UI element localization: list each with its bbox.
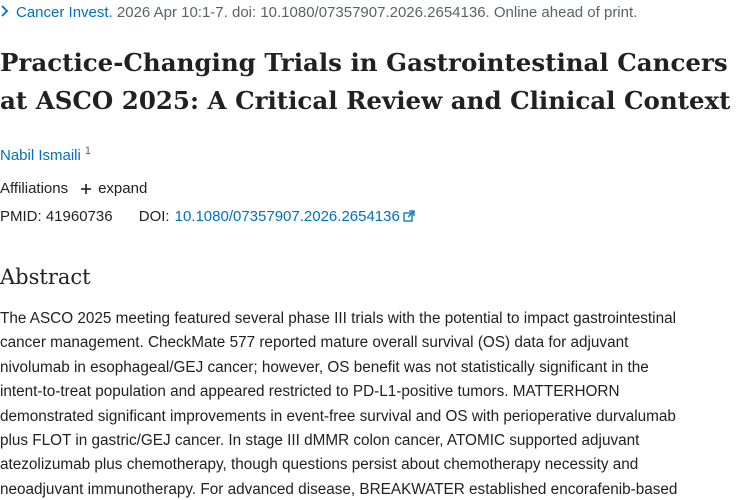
affiliations-label: Affiliations (0, 180, 69, 197)
external-link-icon (403, 208, 415, 228)
abstract-line: demonstrated significant improvements in… (0, 407, 676, 425)
doi-link[interactable]: 10.1080/07357907.2026.2654136 (175, 208, 415, 225)
doi-value: 10.1080/07357907.2026.2654136 (174, 208, 400, 225)
expand-label: expand (98, 180, 148, 197)
identifiers-row: PMID: 41960736 DOI: 10.1080/07357907.2026… (0, 207, 415, 228)
pmid-label: PMID: (0, 208, 42, 225)
journal-link[interactable]: Cancer Invest. (16, 4, 113, 21)
abstract-heading: Abstract (0, 265, 91, 289)
abstract-line: The ASCO 2025 meeting featured several p… (0, 310, 676, 327)
authors-list: Nabil Ismaili 1 (0, 141, 91, 166)
pmid-value: 41960736 (45, 208, 113, 225)
affiliations-expand-button[interactable]: expand (80, 179, 147, 199)
abstract-text: The ASCO 2025 meeting featured several p… (0, 307, 748, 500)
abstract-line: intent-to-treat population and appeared … (0, 383, 620, 401)
chevron-right-icon[interactable] (0, 3, 14, 23)
citation-details: 2026 Apr 10:1-7. doi: 10.1080/07357907.2… (116, 4, 638, 21)
doi-label: DOI: (138, 208, 170, 225)
abstract-line: atezolizumab plus chemotherapy, though q… (0, 456, 639, 474)
author-link[interactable]: Nabil Ismaili (0, 147, 81, 164)
abstract-line: plus FLOT in gastric/GEJ cancer. In stag… (0, 432, 640, 450)
citation-line: Cancer Invest. 2026 Apr 10:1-7. doi: 10.… (0, 3, 637, 23)
plus-icon (80, 180, 92, 198)
author-affiliation-ref[interactable]: 1 (84, 145, 91, 157)
abstract-line: neoadjuvant immunotherapy. For advanced … (0, 480, 678, 498)
affiliations-row: Affiliations expand (0, 179, 147, 199)
abstract-line: nivolumab in esophageal/GEJ cancer; howe… (0, 358, 649, 376)
article-title: Practice-Changing Trials in Gastrointest… (0, 48, 731, 115)
abstract-line: cancer management. CheckMate 577 reporte… (0, 334, 629, 352)
